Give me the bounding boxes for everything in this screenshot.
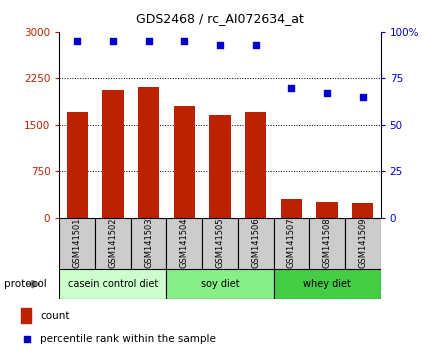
Text: GSM141505: GSM141505 [216,217,224,268]
Text: GDS2468 / rc_AI072634_at: GDS2468 / rc_AI072634_at [136,12,304,25]
Bar [238,218,274,269]
Bar [345,218,381,269]
Point [323,90,330,96]
Text: GSM141504: GSM141504 [180,217,189,268]
Text: GSM141507: GSM141507 [287,217,296,268]
Bar [174,106,195,218]
Bar [281,199,302,218]
Text: GSM141506: GSM141506 [251,217,260,268]
Bar [166,269,274,299]
Bar [274,218,309,269]
Bar [102,90,124,218]
Point [110,38,117,44]
Text: GSM141501: GSM141501 [73,217,82,268]
Point [145,38,152,44]
Text: casein control diet: casein control diet [68,279,158,289]
Bar [22,308,31,323]
Bar [309,218,345,269]
Bar [59,218,95,269]
Bar [274,269,381,299]
Text: GSM141508: GSM141508 [323,217,332,268]
Bar [166,218,202,269]
Bar [59,269,166,299]
Bar [209,115,231,218]
Point [181,38,188,44]
Bar [202,218,238,269]
Point [23,337,30,342]
Bar [245,112,266,218]
Bar [131,218,166,269]
Point [359,94,366,100]
Text: GSM141503: GSM141503 [144,217,153,268]
Point [288,85,295,91]
Point [252,42,259,48]
Text: whey diet: whey diet [303,279,351,289]
Point [216,42,224,48]
Text: percentile rank within the sample: percentile rank within the sample [40,335,216,344]
Bar [316,202,338,218]
Bar [95,218,131,269]
Bar [352,204,374,218]
Text: count: count [40,310,70,321]
Bar [138,87,159,218]
Text: soy diet: soy diet [201,279,239,289]
Text: GSM141502: GSM141502 [108,217,117,268]
Point [74,38,81,44]
Text: protocol: protocol [4,279,47,289]
Bar [66,113,88,218]
Text: GSM141509: GSM141509 [358,217,367,268]
